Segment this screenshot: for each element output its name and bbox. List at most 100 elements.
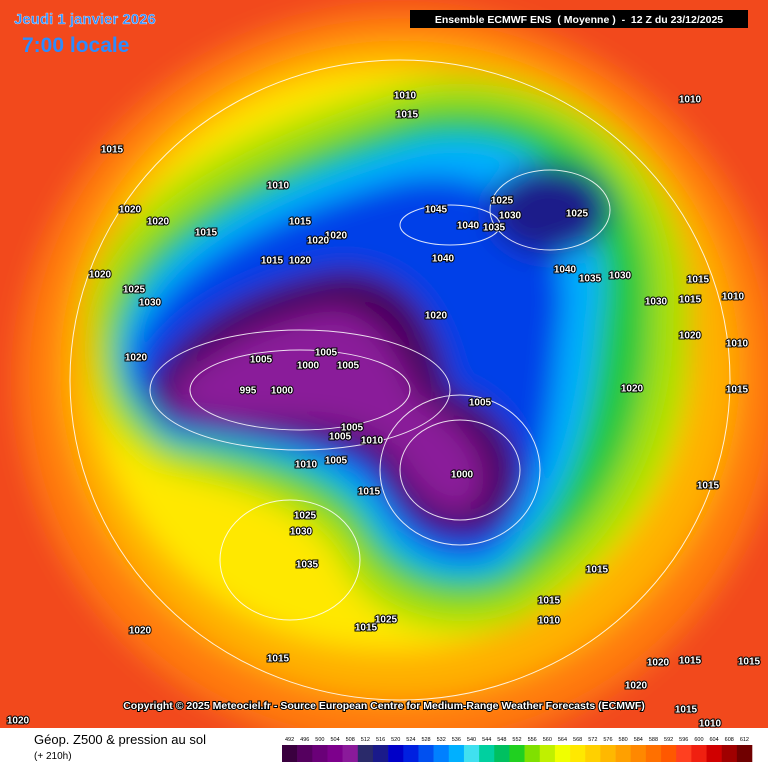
isobar-label: 1005 <box>250 355 273 366</box>
legend-cell <box>524 745 541 762</box>
legend-label: 516 <box>376 737 385 743</box>
legend-cell <box>463 745 480 762</box>
legend-label: 580 <box>619 737 628 743</box>
legend-label: 520 <box>391 737 400 743</box>
isobar-label: 1010 <box>394 91 417 102</box>
isobar-label: 1005 <box>469 398 492 409</box>
legend-cell <box>615 745 632 762</box>
isobar-label: 1030 <box>499 211 522 222</box>
legend-cell <box>433 745 450 762</box>
isobar-label: 1040 <box>457 221 480 232</box>
isobar-label: 1020 <box>647 658 670 669</box>
color-legend: 492 496 500 504 508 512 516 520 524 528 532 536 540 5… <box>282 737 753 762</box>
legend-label: 500 <box>315 737 324 743</box>
isobar-label: 1020 <box>289 256 312 267</box>
legend-label: 612 <box>740 737 749 743</box>
isobar-label: 1030 <box>290 527 313 538</box>
isobar-label: 1015 <box>697 481 720 492</box>
legend-cell <box>494 745 510 762</box>
isobar-label: 1025 <box>491 196 514 207</box>
title: Ensemble ECMWF ENS ( Moyenne ) - 12 Z du… <box>435 14 723 26</box>
isobar-label: 1010 <box>295 460 318 471</box>
legend-cell <box>403 745 419 762</box>
legend-cell <box>509 745 525 762</box>
legend-label: 508 <box>346 737 355 743</box>
isobar-label: 1020 <box>125 353 148 364</box>
isobar-label: 1020 <box>625 681 648 692</box>
legend-cell <box>448 745 465 762</box>
legend-cell <box>585 745 601 762</box>
legend-label: 540 <box>467 737 476 743</box>
legend-cell <box>372 745 389 762</box>
field-name: Géop. Z500 & pression au sol <box>34 732 206 747</box>
isobar-label: 1020 <box>119 205 142 216</box>
legend-cell <box>676 745 692 762</box>
isobar-label: 1015 <box>396 110 419 121</box>
legend-label: 572 <box>588 737 597 743</box>
isobar-label: 1020 <box>89 270 112 281</box>
legend-cell <box>539 745 556 762</box>
legend-cell <box>327 745 343 762</box>
isobar-label: 1005 <box>341 423 364 434</box>
title-box <box>410 10 748 28</box>
isobar-label: 1015 <box>687 275 710 286</box>
legend-label: 576 <box>603 737 612 743</box>
isobar-lines <box>69 59 731 701</box>
isobar-label: 1015 <box>261 256 284 267</box>
isobar-label: 1015 <box>538 596 561 607</box>
legend-label: 584 <box>634 737 643 743</box>
legend-cell <box>630 745 647 762</box>
isobar-label: 1025 <box>566 209 589 220</box>
isobar-label: 1015 <box>101 145 124 156</box>
legend-label: 592 <box>664 737 673 743</box>
isobar-label: 1020 <box>147 217 170 228</box>
legend-label: 496 <box>300 737 309 743</box>
isobar-label: 1015 <box>679 295 702 306</box>
legend-label: 556 <box>528 737 537 743</box>
isobar-label: 1015 <box>355 623 378 634</box>
isobar-label: 1015 <box>586 565 609 576</box>
isobar-label: 1010 <box>722 292 745 303</box>
legend-cell <box>342 745 359 762</box>
legend-cell <box>297 745 313 762</box>
isobar-label: 1000 <box>297 361 320 372</box>
legend-label: 604 <box>710 737 719 743</box>
legend-cell <box>554 745 571 762</box>
isobar-label: 1015 <box>289 217 312 228</box>
legend-label: 548 <box>497 737 506 743</box>
legend-label: 492 <box>285 737 294 743</box>
isobar-label: 1020 <box>425 311 448 322</box>
isobar-label: 1000 <box>271 386 294 397</box>
legend-label: 524 <box>406 737 415 743</box>
isobar-label: 1020 <box>679 331 702 342</box>
local-time: 7:00 locale <box>22 34 129 57</box>
isobar-label: 1040 <box>432 254 455 265</box>
isobar-label: 1010 <box>267 181 290 192</box>
isobar-label: 1010 <box>679 95 702 106</box>
copyright: Copyright © 2025 Meteociel.fr - Source E… <box>123 700 645 712</box>
isobar-label: 1010 <box>538 616 561 627</box>
isobar-label: 1040 <box>554 265 577 276</box>
isobar-label: 1020 <box>307 236 330 247</box>
lead-time: (+ 210h) <box>34 751 72 762</box>
isobar-label: 1025 <box>294 511 317 522</box>
legend-cell <box>570 745 586 762</box>
isobar-label: 1030 <box>609 271 632 282</box>
isobar-label: 1015 <box>675 705 698 716</box>
legend-cell <box>418 745 434 762</box>
isobar-label: 1010 <box>361 436 384 447</box>
isobar-label: 1015 <box>195 228 218 239</box>
legend-cell <box>312 745 328 762</box>
isobar-label: 1035 <box>296 560 319 571</box>
legend-label: 536 <box>452 737 461 743</box>
legend-label: 608 <box>725 737 734 743</box>
legend-cell <box>661 745 677 762</box>
isobar-label: 1030 <box>139 298 162 309</box>
legend-cell <box>479 745 495 762</box>
isobar-label: 1015 <box>267 654 290 665</box>
legend-label: 544 <box>482 737 491 743</box>
legend-cell <box>357 745 374 762</box>
legend-label: 596 <box>679 737 688 743</box>
